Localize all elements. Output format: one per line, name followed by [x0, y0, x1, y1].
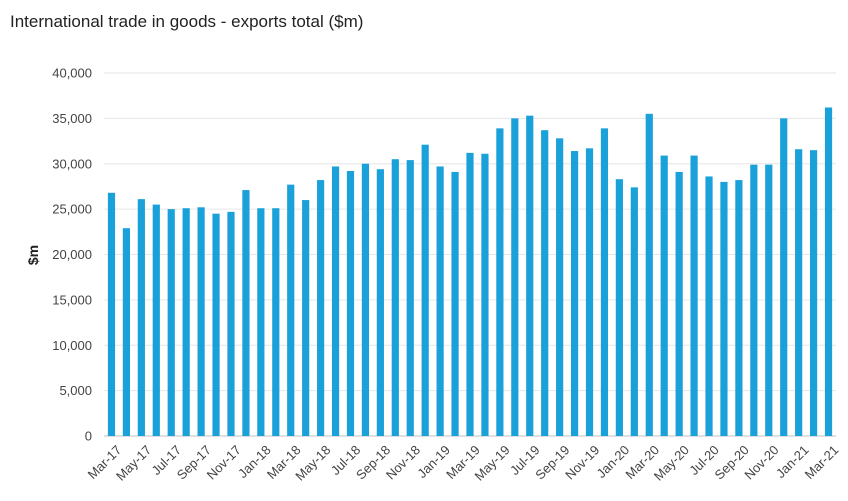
bar-jul-18 — [346, 171, 355, 436]
bar-mar-18 — [287, 184, 295, 436]
bar-apr-18 — [302, 200, 310, 436]
bar-jul-17 — [167, 209, 175, 436]
bar-oct-20 — [750, 164, 758, 436]
bar-apr-20 — [660, 155, 668, 436]
bar-aug-17 — [182, 208, 190, 436]
bars — [107, 107, 833, 437]
bar-jul-19 — [526, 115, 534, 436]
x-tick-label: Nov-18 — [383, 442, 423, 482]
bar-oct-18 — [391, 159, 399, 436]
bar-dec-17 — [242, 190, 250, 436]
bar-nov-18 — [406, 160, 414, 436]
bar-sep-17 — [197, 207, 205, 436]
y-tick-label: 40,000 — [52, 66, 92, 81]
bar-jan-20 — [615, 179, 623, 437]
bar-may-17 — [137, 199, 145, 436]
bar-mar-21 — [824, 107, 833, 437]
bar-dec-19 — [600, 128, 609, 437]
bar-jan-18 — [257, 208, 265, 436]
bar-oct-19 — [570, 151, 579, 437]
bar-jan-19 — [436, 166, 444, 436]
y-tick-label: 20,000 — [52, 247, 92, 262]
bar-may-18 — [317, 180, 325, 436]
bar-jun-18 — [331, 166, 340, 436]
x-tick-label: Nov-19 — [562, 442, 602, 482]
bar-apr-19 — [481, 153, 489, 436]
y-tick-label: 10,000 — [52, 338, 92, 353]
y-tick-label: 15,000 — [52, 292, 92, 307]
bar-feb-19 — [451, 171, 459, 437]
bar-feb-21 — [809, 150, 818, 436]
bar-aug-20 — [720, 181, 728, 436]
bar-apr-17 — [122, 228, 131, 436]
bar-nov-17 — [227, 211, 235, 436]
y-tick-label: 5,000 — [59, 383, 92, 398]
bar-sep-18 — [376, 169, 384, 436]
chart-title: International trade in goods - exports t… — [10, 12, 364, 31]
bar-jan-21 — [795, 149, 803, 437]
x-tick-label: Nov-17 — [204, 442, 244, 482]
bar-nov-20 — [765, 164, 773, 436]
bar-may-20 — [675, 171, 683, 437]
y-tick-label: 0 — [85, 429, 92, 444]
bar-jun-17 — [152, 204, 160, 436]
bar-feb-18 — [272, 208, 280, 436]
bar-mar-19 — [466, 152, 474, 437]
x-axis-ticks: Mar-17May-17Jul-17Sep-17Nov-17Jan-18Mar-… — [85, 442, 842, 483]
bar-mar-20 — [645, 113, 653, 437]
bar-aug-19 — [541, 130, 549, 437]
bar-oct-17 — [212, 213, 220, 436]
y-axis-ticks: 0 5,000 10,000 15,000 20,000 25,000 30,000 35,0… — [52, 66, 92, 444]
bar-mar-17 — [107, 192, 116, 436]
bar-jul-20 — [705, 176, 713, 436]
bar-jun-19 — [511, 118, 519, 436]
bar-may-19 — [496, 128, 504, 437]
x-tick-label: Nov-20 — [741, 442, 781, 482]
y-tick-label: 35,000 — [52, 111, 92, 126]
y-axis-label: $m — [25, 245, 41, 265]
bar-aug-18 — [361, 163, 370, 436]
bar-jun-20 — [690, 155, 698, 436]
y-tick-label: 30,000 — [52, 156, 92, 171]
x-tick-label: Mar-21 — [802, 442, 842, 482]
bar-feb-20 — [630, 187, 638, 436]
bar-dec-20 — [780, 118, 788, 436]
bar-sep-20 — [735, 180, 743, 436]
bar-sep-19 — [556, 138, 564, 436]
bar-nov-19 — [585, 148, 594, 436]
y-tick-label: 25,000 — [52, 202, 92, 217]
bar-dec-18 — [421, 144, 429, 436]
